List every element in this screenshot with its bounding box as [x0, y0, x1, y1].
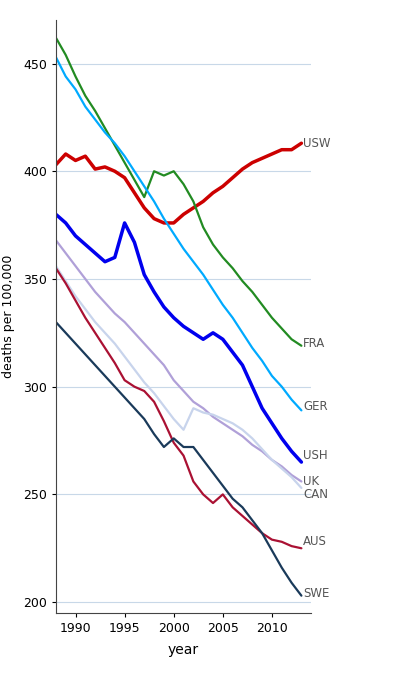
Text: USH: USH: [303, 449, 328, 462]
Text: GER: GER: [303, 400, 328, 413]
Text: UK: UK: [303, 475, 320, 488]
Text: SWE: SWE: [303, 587, 330, 600]
Text: AUS: AUS: [303, 535, 327, 548]
X-axis label: year: year: [168, 644, 199, 657]
Y-axis label: deaths per 100,000: deaths per 100,000: [2, 255, 15, 379]
Text: FRA: FRA: [303, 337, 326, 350]
Text: CAN: CAN: [303, 488, 328, 501]
Text: USW: USW: [303, 137, 331, 150]
